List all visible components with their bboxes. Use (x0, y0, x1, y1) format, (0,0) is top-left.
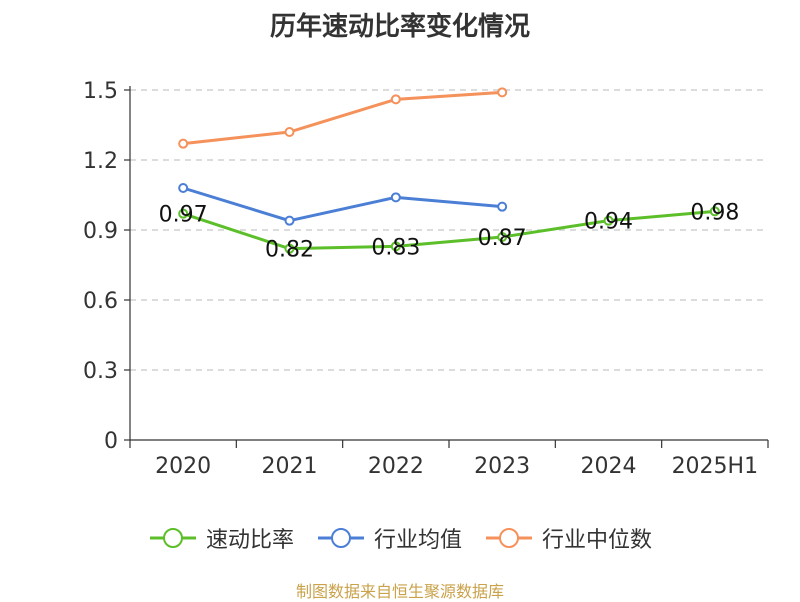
axes: 0 0.3 0.6 0.9 1.2 1.5 2020 2021 2022 2023 2024 2025… (83, 79, 769, 479)
legend-item[interactable]: 行业均值 (316, 522, 462, 554)
series-line (182, 186, 503, 223)
data-point (497, 201, 508, 212)
data-point (178, 138, 189, 149)
data-point (603, 215, 614, 226)
y-tick-label: 0 (104, 429, 118, 454)
x-tick-label: 2023 (474, 454, 530, 479)
legend-label: 行业中位数 (542, 528, 653, 553)
x-tick-label: 2024 (581, 454, 637, 479)
y-tick-label: 0.3 (83, 359, 118, 384)
data-label: 0.82 (265, 238, 314, 263)
data-point (497, 87, 508, 98)
legend: 速动比率 行业均值 行业中位数 (0, 518, 800, 558)
chart-title: 历年速动比率变化情况 (269, 12, 530, 42)
data-point (284, 215, 295, 226)
legend-swatch-icon (486, 528, 532, 548)
legend-label: 行业均值 (373, 528, 462, 553)
series-line (182, 209, 715, 251)
y-tick-label: 1.5 (83, 79, 118, 104)
data-point (390, 192, 401, 203)
data-point (284, 127, 295, 137)
series-lines (178, 87, 720, 254)
data-labels: 0.97 0.82 0.83 0.87 0.94 0.98 (159, 200, 740, 262)
data-label: 0.98 (690, 200, 739, 225)
gridlines (130, 89, 768, 371)
data-label: 0.83 (371, 235, 420, 260)
data-point (284, 243, 295, 254)
data-point (390, 241, 401, 252)
series-line (183, 90, 503, 146)
y-tick-label: 0.9 (83, 219, 118, 244)
data-point (709, 206, 720, 217)
source-note: 制图数据来自恒生聚源数据库 (295, 582, 504, 601)
data-label: 0.94 (584, 210, 633, 235)
data-point (390, 94, 401, 105)
legend-swatch-icon (149, 528, 196, 548)
x-tick-label: 2021 (262, 454, 318, 479)
y-tick-label: 1.2 (83, 149, 118, 174)
x-tick-label: 2020 (155, 454, 211, 479)
x-tick-label: 2022 (368, 454, 424, 479)
x-tick-label: 2025H1 (672, 454, 759, 479)
legend-item[interactable]: 速动比率 (148, 522, 294, 554)
data-label: 0.97 (159, 203, 208, 228)
legend-item[interactable]: 行业中位数 (484, 522, 652, 554)
legend-label: 速动比率 (205, 528, 294, 553)
data-point (497, 232, 508, 242)
legend-swatch-icon (317, 528, 364, 548)
data-label: 0.87 (478, 226, 527, 251)
data-point (178, 183, 189, 193)
y-tick-label: 0.6 (83, 289, 118, 314)
data-point (178, 208, 189, 219)
